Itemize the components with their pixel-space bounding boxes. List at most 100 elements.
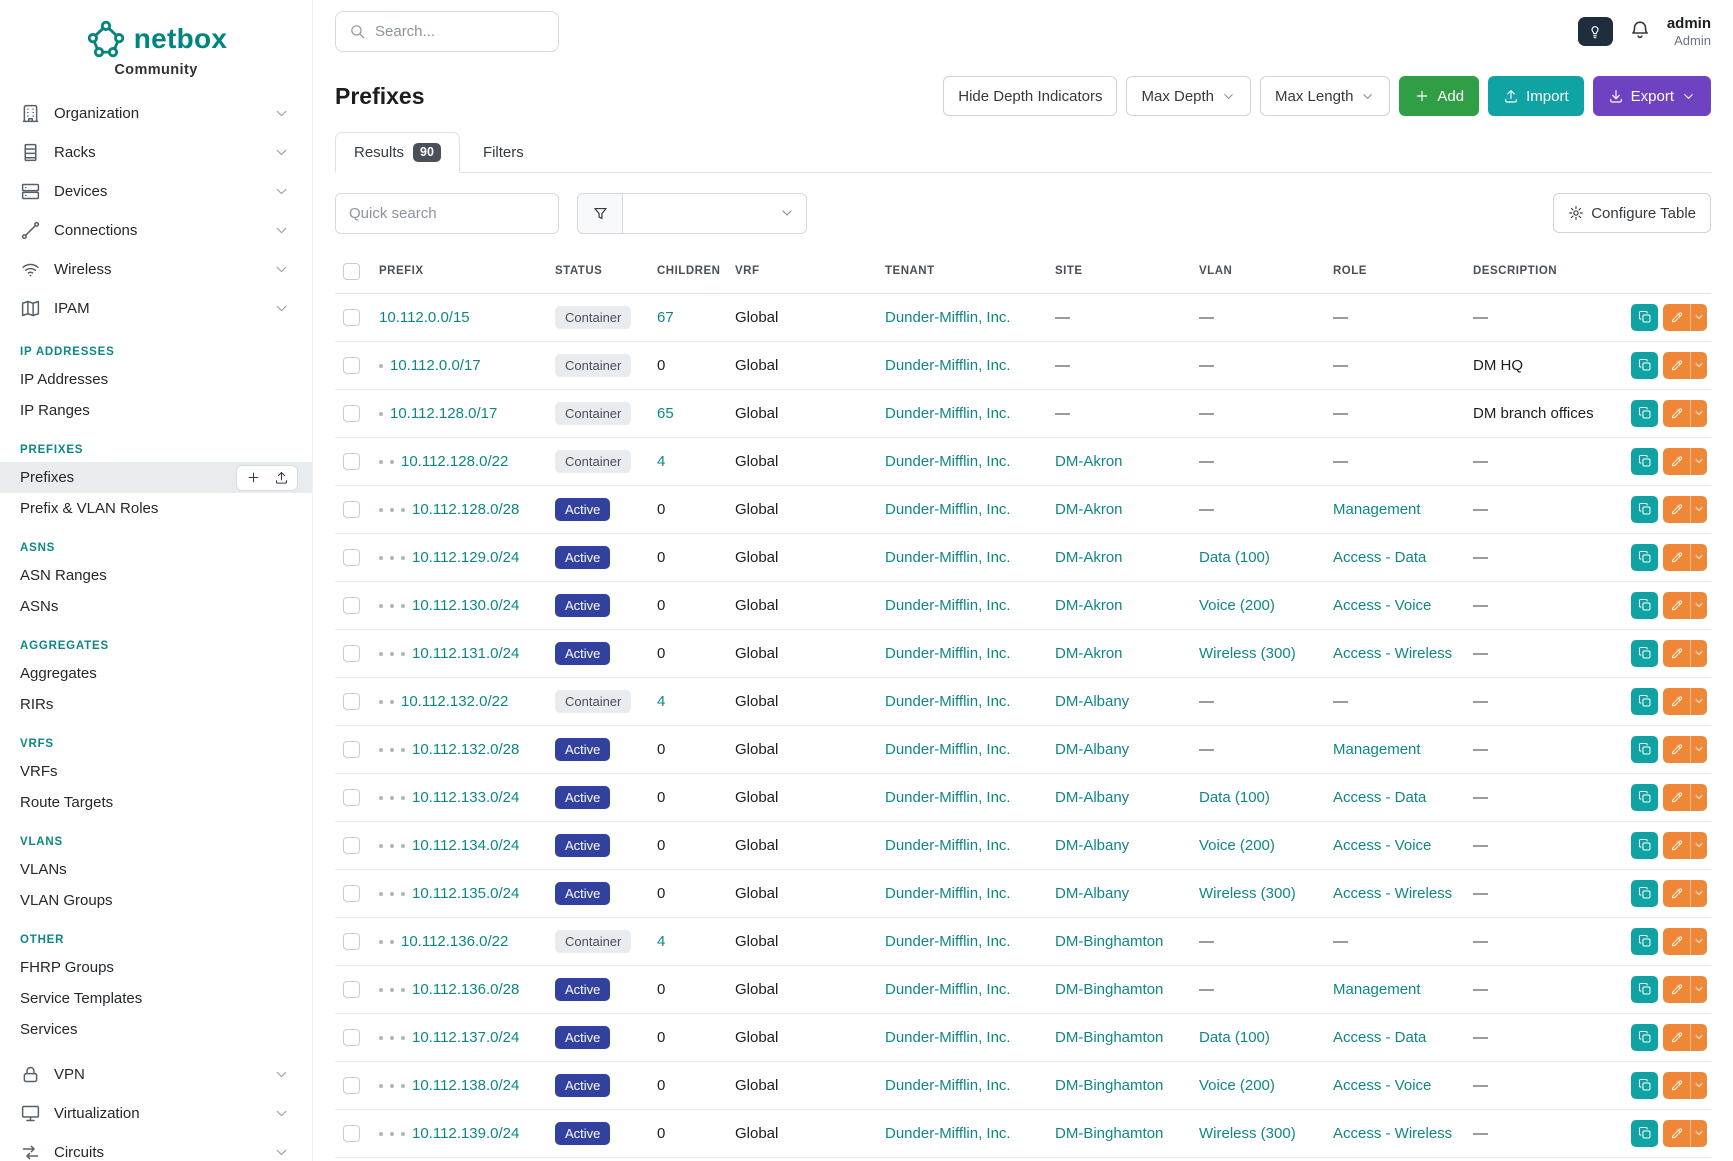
row-checkbox[interactable] — [343, 836, 360, 854]
prefix-link[interactable]: 10.112.132.0/28 — [412, 740, 520, 758]
tenant-link[interactable]: Dunder-Mifflin, Inc. — [885, 788, 1011, 806]
site-link[interactable]: DM-Akron — [1055, 596, 1123, 614]
row-checkbox[interactable] — [343, 356, 360, 374]
row-checkbox[interactable] — [343, 932, 360, 950]
sidebar-item-vlans[interactable]: VLANs — [0, 854, 312, 885]
saved-filter-select[interactable] — [623, 192, 807, 234]
sidebar-item-virtualization[interactable]: Virtualization — [0, 1094, 312, 1133]
prefix-link[interactable]: 10.112.128.0/22 — [401, 452, 509, 470]
row-checkbox[interactable] — [343, 980, 360, 998]
edit-dropdown-button[interactable] — [1690, 543, 1707, 571]
edit-dropdown-button[interactable] — [1690, 351, 1707, 379]
site-link[interactable]: DM-Akron — [1055, 452, 1123, 470]
column-header-vrf[interactable]: VRF — [727, 249, 877, 294]
sidebar-item-connections[interactable]: Connections — [0, 211, 312, 250]
configure-table-button[interactable]: Configure Table — [1553, 193, 1711, 233]
select-all-checkbox[interactable] — [343, 262, 360, 280]
edit-button[interactable] — [1663, 783, 1690, 811]
role-link[interactable]: Access - Wireless — [1333, 644, 1453, 662]
tenant-link[interactable]: Dunder-Mifflin, Inc. — [885, 500, 1011, 518]
role-link[interactable]: Access - Data — [1333, 788, 1427, 806]
tenant-link[interactable]: Dunder-Mifflin, Inc. — [885, 884, 1011, 902]
prefix-link[interactable]: 10.112.131.0/24 — [412, 644, 520, 662]
tab-results[interactable]: Results 90 — [335, 132, 460, 173]
edit-dropdown-button[interactable] — [1690, 591, 1707, 619]
vlan-link[interactable]: Voice (200) — [1199, 1076, 1275, 1094]
column-header-description[interactable]: DESCRIPTION — [1465, 249, 1611, 294]
site-link[interactable]: DM-Albany — [1055, 692, 1130, 710]
copy-button[interactable] — [1631, 495, 1658, 523]
copy-button[interactable] — [1631, 1071, 1658, 1099]
copy-button[interactable] — [1631, 879, 1658, 907]
column-header-role[interactable]: ROLE — [1325, 249, 1465, 294]
sidebar-item-vpn[interactable]: VPN — [0, 1055, 312, 1094]
sidebar-item-circuits[interactable]: Circuits — [0, 1133, 312, 1161]
sidebar-item-route-targets[interactable]: Route Targets — [0, 787, 312, 818]
vlan-link[interactable]: Data (100) — [1199, 548, 1270, 566]
edit-dropdown-button[interactable] — [1690, 303, 1707, 331]
site-link[interactable]: DM-Akron — [1055, 500, 1123, 518]
tenant-link[interactable]: Dunder-Mifflin, Inc. — [885, 404, 1011, 422]
sidebar-item-fhrp-groups[interactable]: FHRP Groups — [0, 952, 312, 983]
prefix-link[interactable]: 10.112.136.0/28 — [412, 980, 520, 998]
tenant-link[interactable]: Dunder-Mifflin, Inc. — [885, 1028, 1011, 1046]
row-checkbox[interactable] — [343, 644, 360, 662]
column-header-vlan[interactable]: VLAN — [1191, 249, 1325, 294]
children-link[interactable]: 4 — [657, 932, 666, 950]
edit-button[interactable] — [1663, 975, 1690, 1003]
site-link[interactable]: DM-Binghamton — [1055, 980, 1164, 998]
site-link[interactable]: DM-Albany — [1055, 740, 1130, 758]
edit-button[interactable] — [1663, 1119, 1690, 1147]
copy-button[interactable] — [1631, 639, 1658, 667]
site-link[interactable]: DM-Albany — [1055, 884, 1130, 902]
copy-button[interactable] — [1631, 831, 1658, 859]
row-checkbox[interactable] — [343, 548, 360, 566]
role-link[interactable]: Access - Voice — [1333, 836, 1432, 854]
prefix-link[interactable]: 10.112.0.0/15 — [379, 308, 470, 326]
row-checkbox[interactable] — [343, 1028, 360, 1046]
filter-button[interactable] — [577, 192, 623, 234]
edit-button[interactable] — [1663, 303, 1690, 331]
copy-button[interactable] — [1631, 783, 1658, 811]
export-button[interactable]: Export — [1592, 76, 1711, 116]
copy-button[interactable] — [1631, 687, 1658, 715]
vlan-link[interactable]: Wireless (300) — [1199, 884, 1296, 902]
role-link[interactable]: Access - Voice — [1333, 596, 1432, 614]
copy-button[interactable] — [1631, 351, 1658, 379]
tenant-link[interactable]: Dunder-Mifflin, Inc. — [885, 644, 1011, 662]
prefix-link[interactable]: 10.112.138.0/24 — [412, 1076, 520, 1094]
column-header-site[interactable]: SITE — [1047, 249, 1191, 294]
global-search[interactable] — [335, 10, 559, 52]
vlan-link[interactable]: Voice (200) — [1199, 596, 1275, 614]
role-link[interactable]: Management — [1333, 740, 1421, 758]
edit-button[interactable] — [1663, 543, 1690, 571]
role-link[interactable]: Access - Wireless — [1333, 1124, 1453, 1142]
tenant-link[interactable]: Dunder-Mifflin, Inc. — [885, 596, 1011, 614]
edit-dropdown-button[interactable] — [1690, 399, 1707, 427]
sidebar-item-organization[interactable]: Organization — [0, 94, 312, 133]
sidebar-item-ip-ranges[interactable]: IP Ranges — [0, 395, 312, 426]
sidebar-item-services[interactable]: Services — [0, 1014, 312, 1045]
edit-dropdown-button[interactable] — [1690, 783, 1707, 811]
sidebar-item-rirs[interactable]: RIRs — [0, 689, 312, 720]
tenant-link[interactable]: Dunder-Mifflin, Inc. — [885, 1124, 1011, 1142]
edit-button[interactable] — [1663, 1071, 1690, 1099]
prefix-link[interactable]: 10.112.135.0/24 — [412, 884, 520, 902]
sidebar-item-asn-ranges[interactable]: ASN Ranges — [0, 560, 312, 591]
edit-button[interactable] — [1663, 399, 1690, 427]
site-link[interactable]: DM-Binghamton — [1055, 1076, 1164, 1094]
theme-toggle-button[interactable] — [1577, 16, 1613, 46]
edit-dropdown-button[interactable] — [1690, 927, 1707, 955]
edit-dropdown-button[interactable] — [1690, 975, 1707, 1003]
row-checkbox[interactable] — [343, 884, 360, 902]
children-link[interactable]: 67 — [657, 308, 674, 326]
row-checkbox[interactable] — [343, 1076, 360, 1094]
row-checkbox[interactable] — [343, 740, 360, 758]
edit-button[interactable] — [1663, 639, 1690, 667]
sidebar-item-ipam[interactable]: IPAM — [0, 289, 312, 328]
row-checkbox[interactable] — [343, 1124, 360, 1142]
edit-button[interactable] — [1663, 687, 1690, 715]
user-menu[interactable]: admin Admin — [1667, 15, 1711, 48]
sidebar-item-prefixes[interactable]: Prefixes — [0, 462, 312, 493]
prefix-link[interactable]: 10.112.137.0/24 — [412, 1028, 520, 1046]
